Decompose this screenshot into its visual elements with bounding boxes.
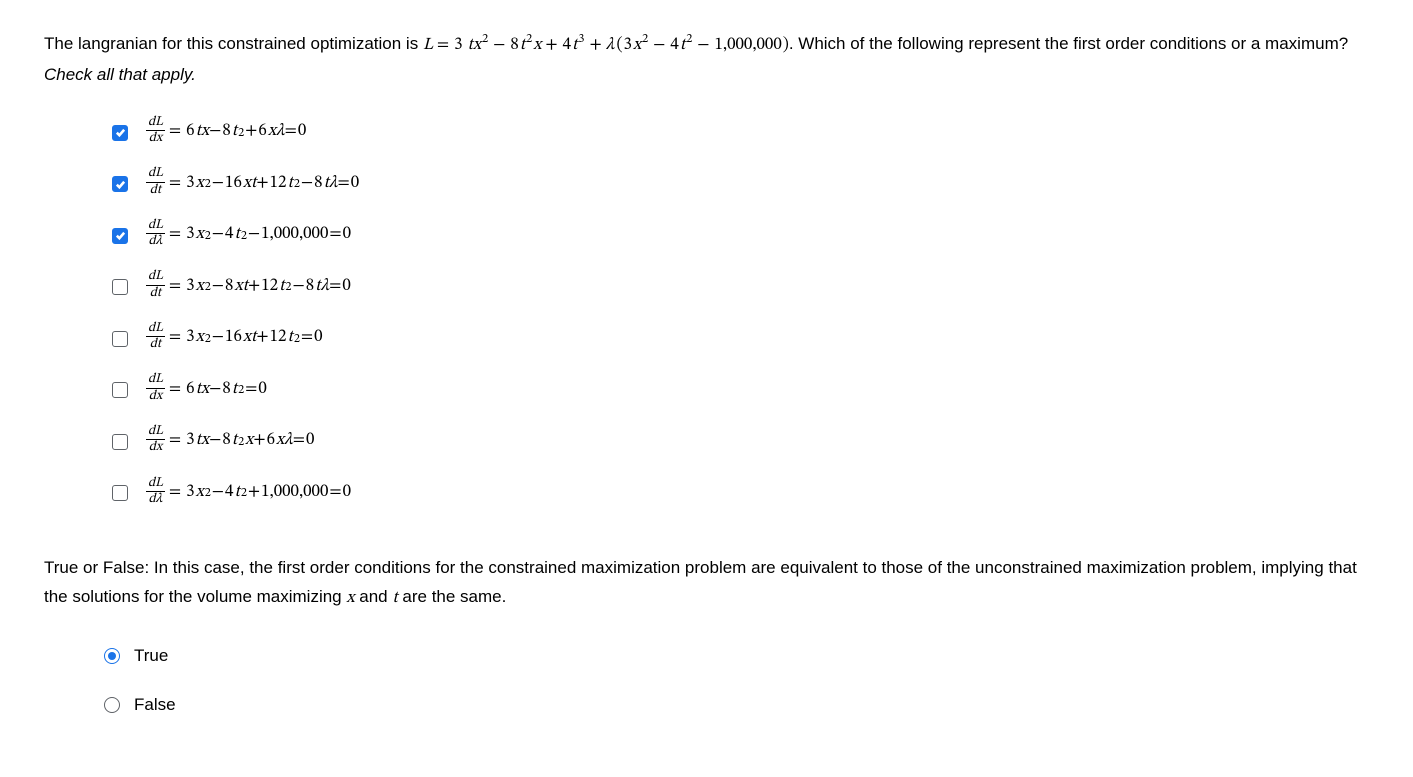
option-checkbox[interactable] [112, 279, 128, 295]
option-checkbox[interactable] [112, 228, 128, 244]
option-row: dLdt = 3x2 − 8xt + 12t2 − 8tλ = 0 [112, 272, 1369, 302]
q1-suffix: . Which of the following represent the f… [789, 34, 1348, 53]
question-2-text: True or False: In this case, the first o… [44, 554, 1369, 614]
option-row: dLdx = 3tx − 8t2x + 6xλ = 0 [112, 427, 1369, 457]
radio-true[interactable] [104, 648, 120, 664]
option-checkbox[interactable] [112, 434, 128, 450]
option-checkbox[interactable] [112, 125, 128, 141]
q2-var1: x [346, 590, 354, 607]
option-label: dLdx = 6tx − 8t2 + 6xλ = 0 [146, 118, 307, 148]
option-label: dLdt = 3x2 − 16xt + 12t2 = 0 [146, 324, 324, 354]
question-1-text: The langranian for this constrained opti… [44, 30, 1369, 90]
radio-group: True False [44, 642, 1369, 720]
checkbox-option-list: dLdx = 6tx − 8t2 + 6xλ = 0 dLdt = 3x2 − 1… [44, 118, 1369, 508]
option-row: dLdt = 3x2 − 16xt + 12t2 = 0 [112, 324, 1369, 354]
radio-row-false: False [104, 691, 1369, 720]
radio-true-label: True [134, 642, 168, 671]
q2-prefix: True or False: In this case, the first o… [44, 558, 1357, 606]
option-row: dLdx = 6tx − 8t2 = 0 [112, 375, 1369, 405]
option-label: dLdλ = 3x2 − 4t2 − 1,000,000 = 0 [146, 221, 352, 251]
q1-prefix: The langranian for this constrained opti… [44, 34, 423, 53]
radio-false[interactable] [104, 697, 120, 713]
radio-false-label: False [134, 691, 176, 720]
option-checkbox[interactable] [112, 331, 128, 347]
option-label: dLdx = 3tx − 8t2x + 6xλ = 0 [146, 427, 315, 457]
lagrangian-expr: L = 3 tx2 − 8t2x + 4t3 + λ (3x2 − 4t2 − … [423, 37, 789, 54]
option-row: dLdλ = 3x2 − 4t2 + 1,000,000 = 0 [112, 479, 1369, 509]
radio-row-true: True [104, 642, 1369, 671]
q2-mid: and [355, 587, 393, 606]
option-label: dLdx = 6tx − 8t2 = 0 [146, 375, 268, 405]
option-label: dLdλ = 3x2 − 4t2 + 1,000,000 = 0 [146, 479, 352, 509]
option-checkbox[interactable] [112, 382, 128, 398]
option-label: dLdt = 3x2 − 16xt + 12t2 − 8tλ = 0 [146, 169, 360, 199]
option-row: dLdx = 6tx − 8t2 + 6xλ = 0 [112, 118, 1369, 148]
option-row: dLdλ = 3x2 − 4t2 − 1,000,000 = 0 [112, 221, 1369, 251]
q1-hint: Check all that apply. [44, 65, 196, 84]
option-checkbox[interactable] [112, 485, 128, 501]
option-checkbox[interactable] [112, 176, 128, 192]
q2-suffix: are the same. [398, 587, 507, 606]
option-label: dLdt = 3x2 − 8xt + 12t2 − 8tλ = 0 [146, 272, 352, 302]
option-row: dLdt = 3x2 − 16xt + 12t2 − 8tλ = 0 [112, 169, 1369, 199]
